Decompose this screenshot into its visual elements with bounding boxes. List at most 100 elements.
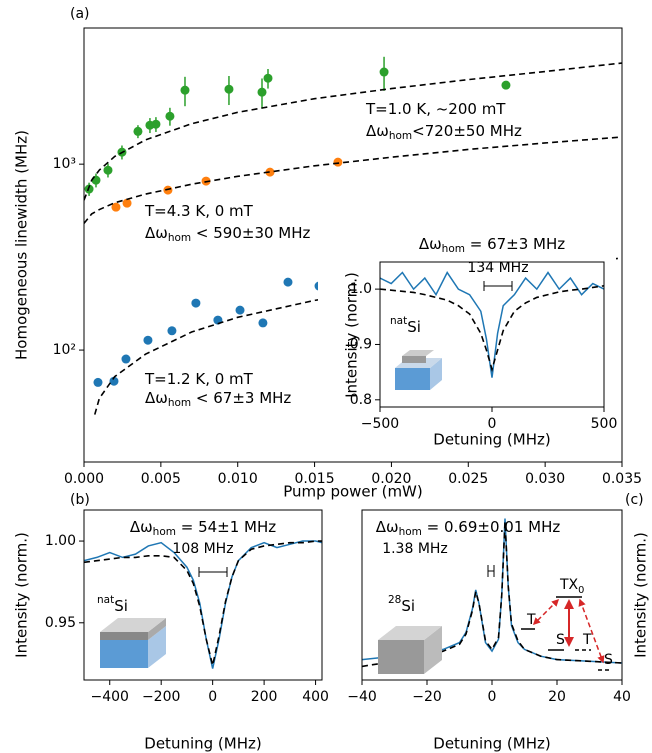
level-label: T — [526, 612, 536, 628]
y-tick-label: 0.95 — [45, 615, 76, 631]
sample-top — [378, 626, 442, 640]
panel-label: (c) — [625, 492, 644, 508]
x-tick-label: −400 — [91, 689, 129, 705]
fit-line — [84, 540, 322, 666]
y-axis-label: Intensity (norm.) — [13, 532, 31, 658]
x-tick-label: 0.025 — [448, 471, 488, 487]
data-point — [283, 277, 293, 287]
plot-area — [362, 518, 622, 668]
annotation-part: Δω — [366, 122, 389, 140]
data-point — [263, 73, 273, 83]
sample-label-part: 28 — [388, 594, 401, 606]
width-label: 108 MHz — [172, 541, 233, 557]
panel-label: (b) — [70, 492, 90, 508]
x-tick-label: −500 — [361, 416, 399, 432]
schematic — [395, 281, 513, 390]
panel-title-part: hom — [442, 243, 465, 255]
annotation-part: T=4.3 K, 0 mT — [144, 202, 254, 220]
sample-side — [430, 358, 442, 390]
plot-area — [84, 56, 622, 415]
x-tick-label: 0.030 — [525, 471, 565, 487]
annotation-part: <720±50 MHz — [412, 122, 522, 140]
data-point — [122, 198, 132, 208]
fit-line — [362, 521, 622, 668]
sample-side — [424, 626, 442, 674]
data-point — [258, 318, 268, 328]
schematic — [100, 567, 228, 668]
sample-label-part: Si — [114, 597, 128, 615]
level-label-part: S — [556, 632, 565, 648]
x-tick-label: 0.010 — [218, 471, 258, 487]
panel-title-part: hom — [153, 526, 176, 538]
y-axis-label: Intensity (norm.) — [632, 532, 650, 658]
annotation: T=1.2 K, 0 mT — [144, 370, 254, 388]
data-point — [265, 167, 275, 177]
sample-front — [378, 640, 424, 674]
panel-title: Δωhom = 67±3 MHz — [419, 235, 565, 256]
x-tick-label: 0 — [488, 416, 497, 432]
level-label: TX0 — [559, 577, 584, 596]
y-tick-label: 0.8 — [350, 392, 372, 408]
data-point — [121, 354, 131, 364]
x-tick-label: 0 — [488, 689, 497, 705]
panel-title-part: = 54±1 MHz — [176, 518, 276, 536]
sample-label-part: nat — [390, 315, 407, 327]
level-label-part: 0 — [578, 585, 584, 596]
fit-line — [380, 285, 604, 373]
sample-layer-side — [148, 618, 166, 640]
x-axis-label: Pump power (mW) — [283, 483, 422, 501]
panel-title: Δωhom = 54±1 MHz — [130, 518, 276, 539]
transition-arrow — [532, 598, 560, 626]
annotation-part: T=1.2 K, 0 mT — [144, 370, 254, 388]
data-point — [91, 175, 101, 185]
panel-title-part: Δω — [419, 235, 442, 253]
x-axis-label: Detuning (MHz) — [144, 735, 261, 753]
level-label-part: S — [604, 652, 613, 668]
sample-label-part: Si — [407, 318, 421, 336]
schematic — [378, 565, 612, 674]
annotation: T=4.3 K, 0 mT — [144, 202, 254, 220]
x-axis-label: Detuning (MHz) — [433, 431, 550, 449]
sample-top — [100, 618, 166, 632]
y-axis-label: Intensity (norm.) — [343, 272, 361, 398]
data-point — [143, 335, 153, 345]
data-point — [167, 326, 177, 336]
x-tick-label: −40 — [347, 689, 377, 705]
axes-frame — [83, 509, 323, 681]
x-tick-label: 0.035 — [602, 471, 642, 487]
data-point — [103, 165, 113, 175]
annotation: Δωhom<720±50 MHz — [366, 122, 522, 143]
annotation-part: hom — [389, 130, 412, 142]
data-point — [163, 185, 173, 195]
annotation: Δωhom < 590±30 MHz — [145, 224, 311, 245]
data-point — [333, 157, 343, 167]
data-point — [180, 85, 190, 95]
data-point — [93, 377, 103, 387]
sample-layer — [402, 356, 426, 363]
annotation-part: hom — [168, 232, 191, 244]
panel-title-part: Δω — [130, 518, 153, 536]
data-point — [191, 298, 201, 308]
x-tick-label: −20 — [412, 689, 442, 705]
axes-frame — [83, 27, 623, 463]
x-tick-label: 0 — [208, 689, 217, 705]
data-point — [111, 202, 121, 212]
level-label-part: T — [526, 612, 536, 628]
x-axis-label: Detuning (MHz) — [433, 735, 550, 753]
sample-label: natSi — [390, 315, 421, 336]
data-point — [257, 87, 267, 97]
x-tick-label: 20 — [548, 689, 566, 705]
annotation: Δωhom < 67±3 MHz — [145, 389, 291, 410]
annotation-part: hom — [168, 397, 191, 409]
x-tick-label: 0.000 — [64, 471, 104, 487]
y-tick-label: 1.0 — [350, 281, 372, 297]
sample-label: natSi — [97, 594, 128, 615]
annotation-part: < 67±3 MHz — [191, 389, 291, 407]
data-line — [380, 271, 604, 378]
y-axis-label: Homogeneous linewidth (MHz) — [13, 130, 31, 360]
plot-area — [84, 540, 322, 669]
data-point — [109, 376, 119, 386]
sample-substrate — [100, 640, 148, 668]
x-tick-label: 500 — [591, 416, 618, 432]
